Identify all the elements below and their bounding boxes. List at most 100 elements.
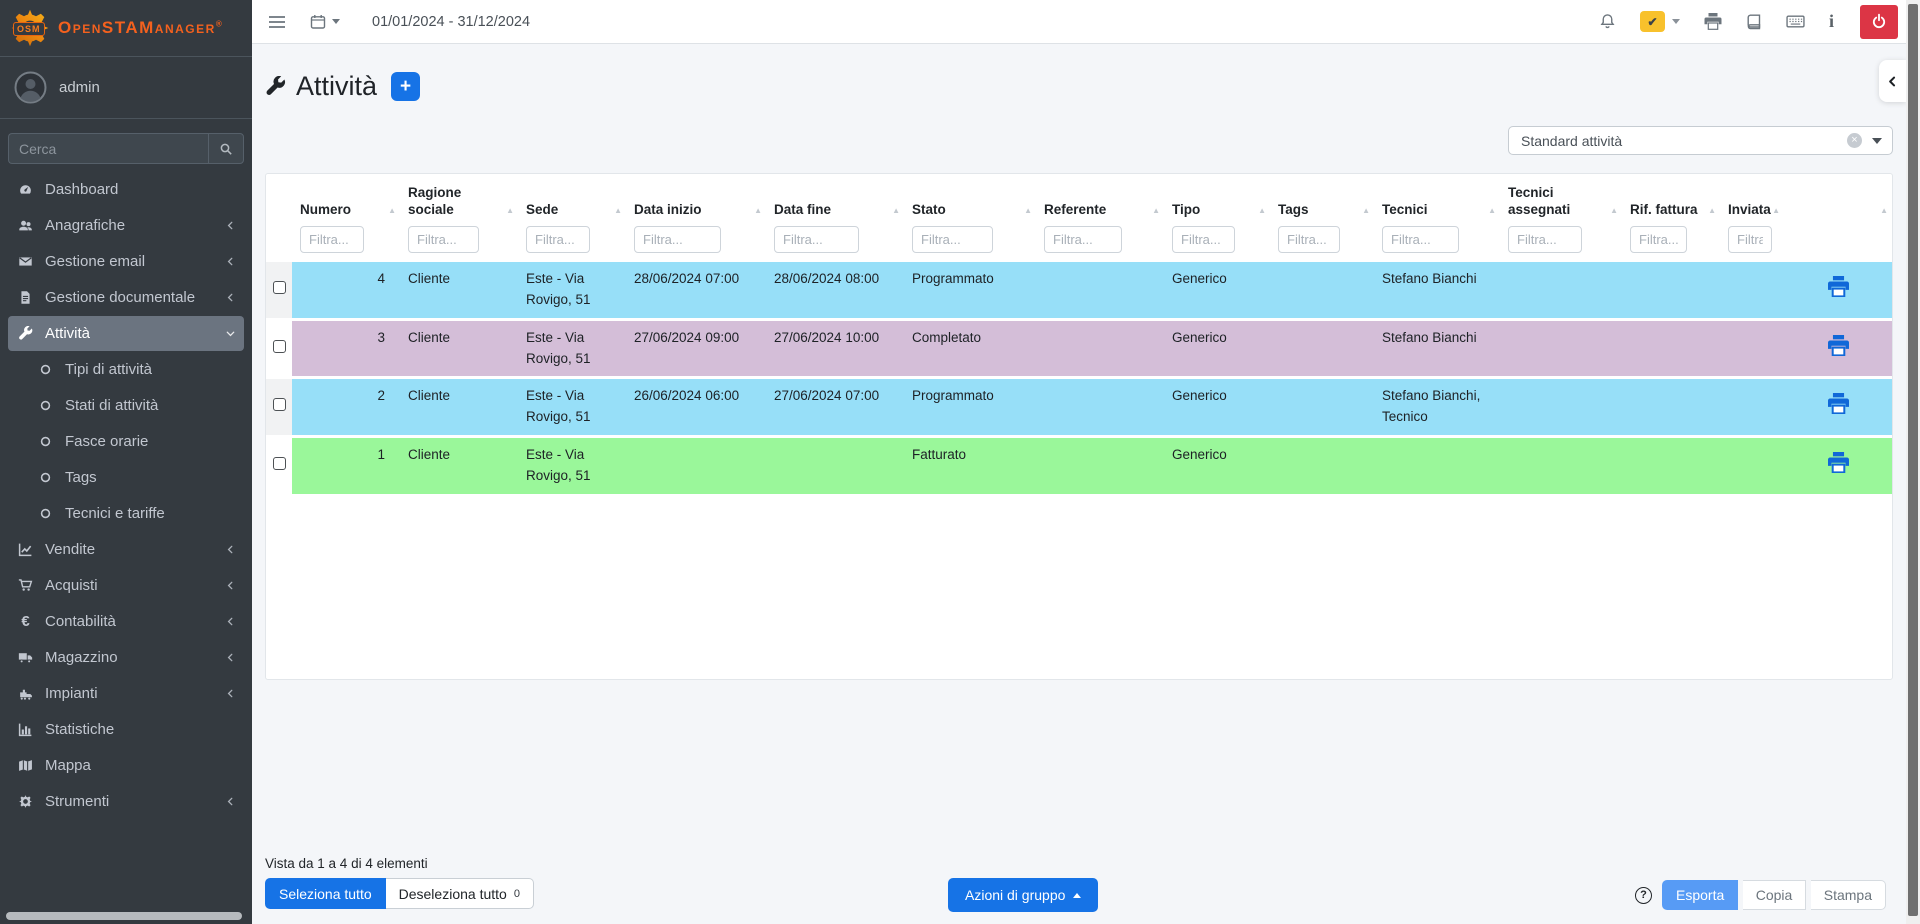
column-header-ragione-sociale[interactable]: Ragione sociale ▲: [408, 185, 514, 217]
column-header-sede[interactable]: Sede ▲: [526, 201, 622, 217]
brand-logo[interactable]: OSM OpenSTAManager®: [0, 0, 252, 57]
sidebar-item-mappa[interactable]: Mappa: [8, 748, 244, 783]
row-print-icon[interactable]: [1827, 452, 1850, 474]
column-header-rif-fattura[interactable]: Rif. fattura ▲: [1630, 201, 1716, 217]
filter-input-tecnici-assegnati[interactable]: [1508, 225, 1583, 253]
help-icon[interactable]: ?: [1635, 886, 1652, 904]
row-checkbox[interactable]: [272, 280, 286, 294]
column-header-tipo[interactable]: Tipo ▲: [1172, 201, 1266, 217]
column-header-tags[interactable]: Tags ▲: [1278, 201, 1370, 217]
sidebar-item-stati-di-attivita[interactable]: Stati di attività: [8, 388, 244, 423]
row-print-icon[interactable]: [1827, 275, 1850, 297]
filter-input-referente[interactable]: [1044, 225, 1123, 253]
sort-icon[interactable]: ▲: [1708, 205, 1716, 215]
calendar-picker[interactable]: [310, 14, 340, 30]
sidebar-item-tipi-di-attivita[interactable]: Tipi di attività: [8, 352, 244, 387]
group-actions-button[interactable]: Azioni di gruppo: [948, 878, 1099, 912]
filter-input-inviata[interactable]: [1728, 225, 1772, 253]
plugin-select[interactable]: Standard attività ×: [1508, 126, 1893, 155]
filter-input-stato[interactable]: [912, 225, 994, 253]
hamburger-menu-icon[interactable]: [268, 15, 286, 29]
filter-input-data-fine[interactable]: [774, 225, 860, 253]
avatar[interactable]: [14, 71, 47, 104]
sort-icon[interactable]: ▲: [614, 205, 622, 215]
sort-icon[interactable]: ▲: [754, 205, 762, 215]
filter-input-tags[interactable]: [1278, 225, 1340, 253]
sort-icon[interactable]: ▲: [506, 205, 514, 215]
deselect-all-button[interactable]: Deseleziona tutto 0: [385, 878, 534, 909]
column-header-inviata[interactable]: Inviata ▲: [1728, 201, 1780, 217]
sort-icon[interactable]: ▲: [388, 205, 396, 215]
search-input[interactable]: [8, 133, 208, 164]
sort-icon[interactable]: ▲: [1024, 205, 1032, 215]
sidebar-item-attivita[interactable]: Attività: [8, 316, 244, 351]
column-header-stato[interactable]: Stato ▲: [912, 201, 1032, 217]
column-header-actions[interactable]: ▲: [1784, 181, 1892, 221]
sidebar-horizontal-scrollbar[interactable]: [6, 912, 242, 920]
info-icon[interactable]: i: [1828, 11, 1834, 31]
vertical-scrollbar-thumb[interactable]: [1908, 4, 1918, 916]
date-range[interactable]: 01/01/2024 - 31/12/2024: [372, 13, 531, 30]
column-header-tecnici-assegnati[interactable]: Tecnici assegnati ▲: [1508, 185, 1618, 217]
sidebar-item-dashboard[interactable]: Dashboard: [8, 172, 244, 207]
sidebar-item-acquisti[interactable]: Acquisti: [8, 568, 244, 603]
sidebar-item-gestione-documentale[interactable]: Gestione documentale: [8, 280, 244, 315]
filter-input-rif-fattura[interactable]: [1630, 225, 1688, 253]
column-header-tecnici[interactable]: Tecnici ▲: [1382, 201, 1496, 217]
notifications-bell-icon[interactable]: [1599, 13, 1616, 30]
row-print-icon[interactable]: [1827, 393, 1850, 415]
sidebar-item-fasce-orarie[interactable]: Fasce orarie: [8, 424, 244, 459]
export-button[interactable]: Esporta: [1662, 880, 1739, 910]
sidebar-item-impianti[interactable]: Impianti: [8, 676, 244, 711]
column-header-data-inizio[interactable]: Data inizio ▲: [634, 201, 762, 217]
row-checkbox[interactable]: [272, 457, 286, 471]
filter-input-ragione-sociale[interactable]: [408, 225, 480, 253]
sort-icon[interactable]: ▲: [1772, 205, 1780, 215]
sort-icon[interactable]: ▲: [892, 205, 900, 215]
table-row[interactable]: 2 Cliente Este - Via Rovigo, 51 26/06/20…: [266, 379, 1892, 436]
docs-book-icon[interactable]: [1746, 14, 1762, 30]
row-checkbox[interactable]: [272, 398, 286, 412]
sort-icon[interactable]: ▲: [1258, 205, 1266, 215]
table-row[interactable]: 1 Cliente Este - Via Rovigo, 51 Fatturat…: [266, 438, 1892, 495]
table-row[interactable]: 3 Cliente Este - Via Rovigo, 51 27/06/20…: [266, 320, 1892, 377]
sidebar-item-anagrafiche[interactable]: Anagrafiche: [8, 208, 244, 243]
sort-icon[interactable]: ▲: [1880, 205, 1888, 215]
logout-power-button[interactable]: [1860, 4, 1898, 39]
sort-icon[interactable]: ▲: [1488, 205, 1496, 215]
copy-button[interactable]: Copia: [1742, 880, 1807, 910]
filter-input-numero[interactable]: [300, 225, 365, 253]
sidebar-item-vendite[interactable]: Vendite: [8, 532, 244, 567]
sort-icon[interactable]: ▲: [1362, 205, 1370, 215]
filter-input-sede[interactable]: [526, 225, 591, 253]
sidebar-item-contabilita[interactable]: € Contabilità: [8, 604, 244, 639]
column-header-data-fine[interactable]: Data fine ▲: [774, 201, 900, 217]
vertical-scrollbar[interactable]: [1906, 0, 1920, 924]
clear-selection-icon[interactable]: ×: [1847, 133, 1862, 148]
column-header-numero[interactable]: Numero ▲: [300, 201, 396, 217]
session-status-control[interactable]: ✔: [1639, 11, 1680, 32]
print-icon[interactable]: [1704, 13, 1722, 30]
sidebar-item-tecnici-e-tariffe[interactable]: Tecnici e tariffe: [8, 496, 244, 531]
username[interactable]: admin: [59, 79, 100, 96]
filter-input-data-inizio[interactable]: [634, 225, 721, 253]
sort-icon[interactable]: ▲: [1610, 205, 1618, 215]
filter-input-tipo[interactable]: [1172, 225, 1235, 253]
print-button[interactable]: Stampa: [1810, 880, 1886, 910]
row-checkbox[interactable]: [272, 339, 286, 353]
add-record-button[interactable]: +: [391, 71, 421, 101]
column-header-referente[interactable]: Referente ▲: [1044, 201, 1160, 217]
table-row[interactable]: 4 Cliente Este - Via Rovigo, 51 28/06/20…: [266, 261, 1892, 318]
search-button[interactable]: [208, 133, 244, 164]
sidebar-item-strumenti[interactable]: Strumenti: [8, 784, 244, 819]
select-all-button[interactable]: Seleziona tutto: [265, 878, 386, 909]
filter-input-tecnici[interactable]: [1382, 225, 1459, 253]
sort-icon[interactable]: ▲: [1152, 205, 1160, 215]
sidebar-item-statistiche[interactable]: Statistiche: [8, 712, 244, 747]
widgets-collapse-tab[interactable]: [1879, 60, 1906, 102]
sidebar-item-gestione-email[interactable]: Gestione email: [8, 244, 244, 279]
sidebar-item-magazzino[interactable]: Magazzino: [8, 640, 244, 675]
sidebar-item-tags[interactable]: Tags: [8, 460, 244, 495]
row-print-icon[interactable]: [1827, 334, 1850, 356]
keyboard-shortcuts-icon[interactable]: [1786, 14, 1805, 29]
